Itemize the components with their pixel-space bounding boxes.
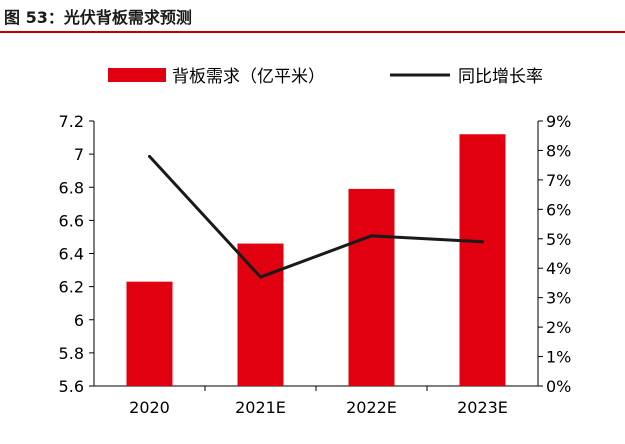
growth-line-path [148,155,483,279]
legend: 背板需求（亿平米） 同比增长率 [108,67,543,87]
y-left-tick-label: 6 [74,311,84,330]
y-right-tick-label: 4% [546,259,571,278]
y-right-tick-label: 7% [546,171,571,190]
y-left-tick-label: 6.6 [59,211,84,230]
x-tick-label: 2022E [346,398,397,417]
growth-point [370,234,373,238]
growth-line [148,154,484,279]
y-left-tick-label: 6.2 [59,278,84,297]
y-left-tick-label: 7 [74,145,84,164]
y-right-tick-label: 5% [546,230,571,249]
legend-line-label: 同比增长率 [458,67,543,87]
y-right-tick-label: 3% [546,289,571,308]
y-right-tick-label: 9% [546,112,571,131]
figure-title: 图 53：光伏背板需求预测 [4,8,192,27]
growth-point [148,154,151,158]
bars [126,134,506,386]
x-tick-label: 2023E [457,398,508,417]
y-right-tick-label: 8% [546,141,571,160]
demand-bar [126,281,173,386]
demand-bar [459,134,506,386]
legend-bar-label: 背板需求（亿平米） [172,67,325,87]
y-left-tick-label: 5.6 [59,377,84,396]
x-tick-label: 2020 [129,398,170,417]
growth-point [259,275,262,279]
y-right-tick-label: 2% [546,318,571,337]
y-left-tick-label: 6.4 [59,245,84,264]
y-right-tick-label: 0% [546,377,571,396]
title-rule [0,31,625,33]
y-left-tick-label: 5.8 [59,344,84,363]
x-tick-label: 2021E [235,398,286,417]
y-right-tick-label: 6% [546,200,571,219]
growth-point [481,240,484,244]
y-left-tick-label: 7.2 [59,112,84,131]
tick-labels: 7.2 7 6.8 6.6 6.4 6.2 6 5.8 5.6 9% 8% 7% 6% 5% 4% 3% 2% 1… [59,112,572,417]
y-right-tick-label: 1% [546,348,571,367]
demand-bar [237,243,284,386]
demand-bar [348,188,395,386]
y-left-tick-label: 6.8 [59,178,84,197]
legend-bar-swatch [108,68,166,82]
